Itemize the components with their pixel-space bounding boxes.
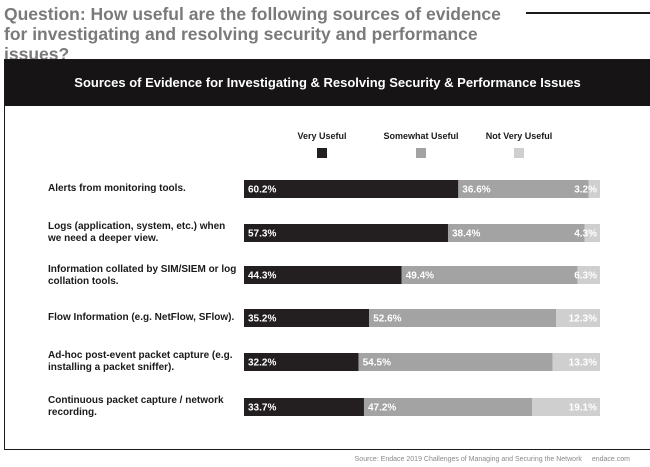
bar-not-very-useful: [556, 309, 600, 327]
data-label-somewhat-useful: 36.6%: [462, 185, 490, 196]
chart-frame: Sources of Evidence for Investigating & …: [4, 59, 650, 450]
bar-somewhat-useful: [363, 398, 532, 416]
bar-not-very-useful: [532, 398, 600, 416]
category-label: Alerts from monitoring tools.: [48, 183, 186, 194]
category-label: Flow Information (e.g. NetFlow, SFlow).: [48, 312, 235, 323]
category-label: Continuous packet capture / network reco…: [48, 395, 224, 418]
data-label-very-useful: 60.2%: [248, 185, 276, 196]
bar-not-very-useful: [584, 224, 600, 242]
data-label-very-useful: 35.2%: [248, 314, 276, 325]
data-label-somewhat-useful: 47.2%: [368, 403, 396, 414]
legend-label-not-very-useful: Not Very Useful: [485, 131, 553, 141]
bar-somewhat-useful: [458, 180, 589, 198]
data-label-not-very-useful: 12.3%: [569, 314, 597, 325]
bar-somewhat-useful: [358, 353, 553, 371]
data-label-very-useful: 32.2%: [248, 358, 276, 369]
header-rule: [526, 12, 650, 14]
bar-very-useful: [244, 309, 370, 327]
data-label-not-very-useful: 19.1%: [569, 403, 597, 414]
bar-very-useful: [244, 353, 359, 371]
bar-somewhat-useful: [369, 309, 557, 327]
bar-not-very-useful: [577, 266, 600, 284]
bar-somewhat-useful: [401, 266, 578, 284]
data-label-somewhat-useful: 38.4%: [452, 229, 480, 240]
data-label-somewhat-useful: 54.5%: [363, 358, 391, 369]
data-label-somewhat-useful: 52.6%: [373, 314, 401, 325]
data-label-not-very-useful: 3.2%: [574, 185, 597, 196]
bar-very-useful: [244, 180, 459, 198]
footer: Source: Endace 2019 Challenges of Managi…: [347, 456, 630, 463]
data-label-somewhat-useful: 49.4%: [406, 271, 434, 282]
data-label-very-useful: 57.3%: [248, 229, 276, 240]
legend-swatch-somewhat-useful: [416, 148, 426, 158]
data-label-very-useful: 33.7%: [248, 403, 276, 414]
footer-source: Source: Endace 2019 Challenges of Managi…: [354, 456, 582, 463]
legend-label-very-useful: Very Useful: [297, 131, 347, 141]
legend-label-somewhat-useful: Somewhat Useful: [383, 131, 459, 141]
category-label: Ad-hoc post-event packet capture (e.g. i…: [48, 350, 233, 373]
category-label: Information collated by SIM/SIEM or log …: [48, 264, 237, 287]
bar-very-useful: [244, 266, 402, 284]
bar-somewhat-useful: [447, 224, 585, 242]
footer-brand: endace.com: [591, 456, 630, 463]
data-label-not-very-useful: 6.3%: [574, 271, 597, 282]
data-label-very-useful: 44.3%: [248, 271, 276, 282]
category-label: Logs (application, system, etc.) when we…: [48, 221, 226, 244]
bar-very-useful: [244, 224, 448, 242]
chart-title: Sources of Evidence for Investigating & …: [5, 60, 650, 106]
legend-swatch-very-useful: [317, 148, 327, 158]
legend-swatch-not-very-useful: [514, 148, 524, 158]
data-label-not-very-useful: 4.3%: [574, 229, 597, 240]
bar-not-very-useful: [552, 353, 600, 371]
data-label-not-very-useful: 13.3%: [569, 358, 597, 369]
bar-not-very-useful: [588, 180, 600, 198]
bar-very-useful: [244, 398, 364, 416]
